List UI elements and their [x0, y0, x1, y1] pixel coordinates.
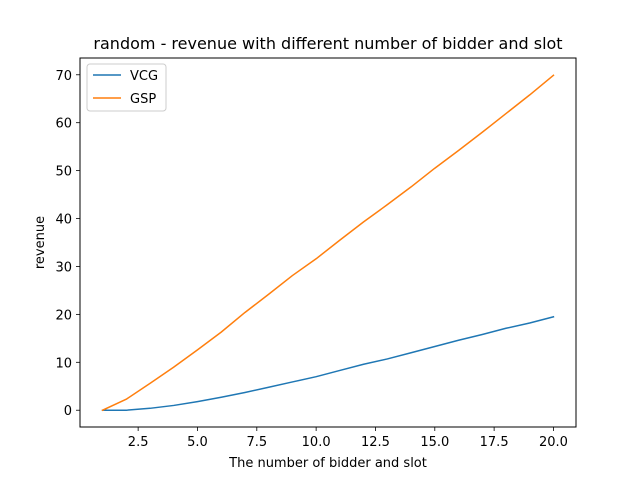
y-axis-ticks: 0 10 20 30 40 50 60 70: [55, 69, 80, 419]
y-tick-label: 60: [55, 117, 72, 132]
x-tick-label: 20.0: [539, 435, 568, 450]
chart-title: random - revenue with different number o…: [93, 34, 562, 53]
plot-frame: [79, 57, 577, 428]
x-tick-label: 17.5: [480, 435, 509, 450]
x-axis-ticks: 2.5 5.0 7.5 10.0 12.5 15.0 17.5 20.0: [128, 427, 568, 450]
legend-label-vcg: VCG: [130, 69, 158, 84]
x-tick-label: 2.5: [128, 435, 149, 450]
y-tick-label: 50: [55, 165, 72, 180]
x-tick-label: 15.0: [420, 435, 449, 450]
legend-label-gsp: GSP: [130, 92, 156, 107]
x-axis-label: The number of bidder and slot: [228, 456, 427, 471]
y-tick-label: 10: [55, 356, 72, 371]
y-tick-label: 0: [64, 404, 72, 419]
y-tick-label: 40: [55, 213, 72, 228]
x-tick-label: 5.0: [187, 435, 208, 450]
legend: VCG GSP: [86, 63, 167, 112]
y-tick-label: 20: [55, 308, 72, 323]
series-line-vcg: [101, 315, 555, 411]
x-tick-label: 7.5: [246, 435, 267, 450]
y-tick-label: 70: [55, 69, 72, 84]
x-tick-label: 12.5: [361, 435, 390, 450]
series-layer: [101, 74, 555, 412]
series-line-gsp: [101, 74, 555, 412]
y-axis-label: revenue: [33, 216, 48, 269]
x-tick-label: 10.0: [302, 435, 331, 450]
y-tick-label: 30: [55, 260, 72, 275]
